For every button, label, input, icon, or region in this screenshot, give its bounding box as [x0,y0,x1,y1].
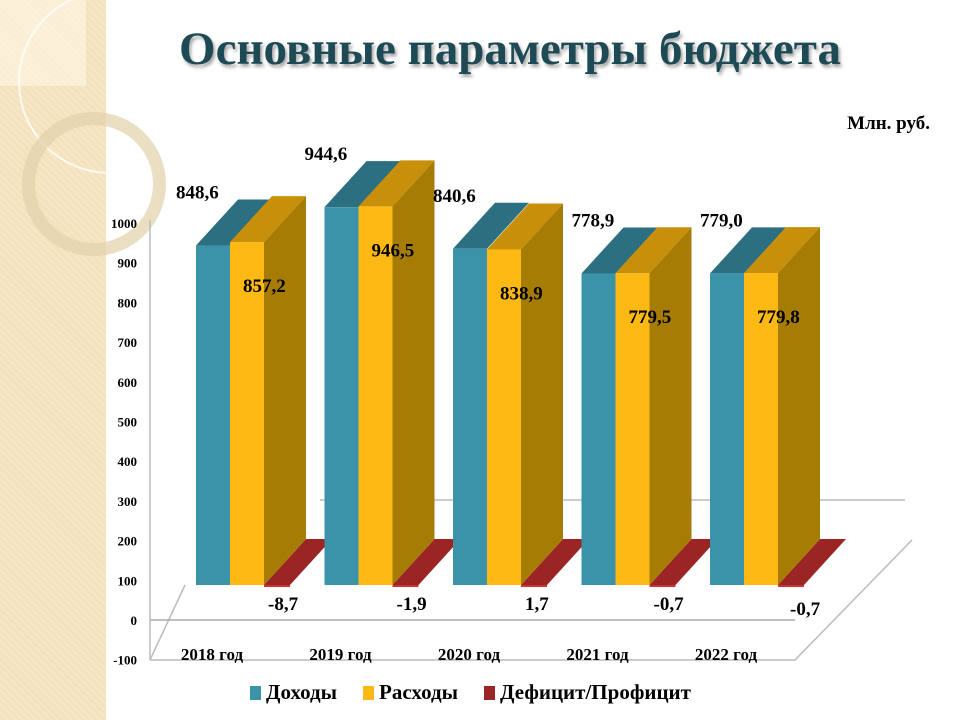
y-tick-label: 500 [118,415,138,430]
floor-left-edge [149,584,186,661]
income-value-label: 778,9 [572,210,615,231]
y-tick-label: -100 [113,653,137,668]
bar-deficit-edge [649,585,676,587]
legend-item-expense: Расходы [363,680,458,705]
y-tick-label: 1000 [111,216,137,231]
y-tick-label: 600 [118,375,138,390]
floor-edge [150,539,913,661]
y-tick-label: 100 [118,573,138,588]
y-tick-label: 700 [118,335,138,350]
bar-expense [358,206,393,585]
income-value-label: 944,6 [305,144,348,165]
deficit-value-label: -1,9 [397,594,427,615]
expense-value-label: 779,8 [757,307,800,328]
bar-expense-side [392,160,435,585]
bar-deficit [264,539,332,585]
expense-value-label: 779,5 [629,307,672,328]
bar-deficit [392,539,461,585]
bar-income [453,248,487,585]
y-tick-label: 200 [118,534,138,549]
x-tick-label: 2020 год [438,645,501,664]
expense-value-label: 838,9 [500,283,543,304]
bar-expense [744,273,778,585]
legend-item-deficit: Дефицит/Профицит [484,680,691,705]
bar-income [196,245,230,585]
deficit-value-label: -0,7 [654,594,685,615]
bar-expense-top [487,203,563,250]
legend-item-income: Доходы [250,680,337,705]
bar-income-top [196,199,272,246]
bar-expense-top [230,196,306,243]
legend-swatch [250,686,261,700]
deficit-value-label: -0,7 [790,599,821,620]
bar-expense-side [521,203,563,585]
y-tick-label: 0 [131,613,138,628]
bar-deficit [778,539,846,585]
unit-label: Млн. руб. [847,113,930,134]
income-value-label: 840,6 [433,186,476,207]
bar-expense [615,273,650,585]
bar-expense-side [778,227,820,585]
y-tick-label: 300 [118,494,138,509]
y-tick-label: 900 [118,256,138,271]
bar-deficit-edge [392,585,419,587]
bar-deficit [649,539,718,585]
x-tick-label: 2022 год [695,645,758,664]
page-title: Основные параметры бюджета [179,23,841,75]
x-tick-label: 2019 год [309,645,372,664]
deficit-value-label: -8,7 [268,594,299,615]
bar-income [710,273,744,585]
bar-expense-top [615,227,692,274]
bar-deficit [521,539,589,585]
legend-swatch [484,686,496,700]
income-value-label: 779,0 [700,210,743,231]
bar-income [581,273,616,585]
bar-expense-top [744,227,820,274]
bar-expense [230,242,264,585]
legend: Доходы Расходы Дефицит/Профицит [250,680,691,705]
bar-income-top [324,161,401,208]
decorative-side-panel [0,0,202,720]
bar-income-top [581,227,658,274]
expense-value-label: 946,5 [372,240,415,261]
bar-deficit-edge [778,585,804,587]
x-tick-label: 2021 год [566,645,629,664]
bar-income-top [710,227,786,274]
bar-income [324,207,359,585]
legend-swatch [363,686,375,700]
bar-expense [487,249,521,585]
y-tick-label: 800 [118,295,138,310]
income-value-label: 848,6 [176,183,219,204]
bar-expense-side [649,227,692,585]
bar-deficit-edge [264,585,290,587]
y-tick-label: 400 [118,454,138,469]
bar-expense-side [264,196,306,585]
bar-deficit-edge [521,585,547,587]
bar-income-top [453,202,529,249]
deficit-value-label: 1,7 [525,594,549,615]
expense-value-label: 857,2 [243,276,286,297]
x-tick-label: 2018 год [181,645,244,664]
bar-expense-top [358,160,435,207]
